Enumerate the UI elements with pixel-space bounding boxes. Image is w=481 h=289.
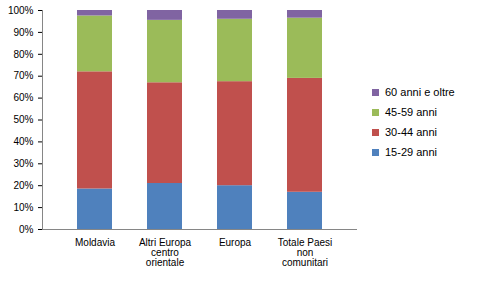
svg-text:10%: 10% (13, 202, 33, 213)
svg-text:30%: 30% (13, 158, 33, 169)
svg-text:60%: 60% (13, 92, 33, 103)
html-text:45-59 anni: 45-59 anni (385, 106, 437, 118)
svg-text:Moldavia: Moldavia (75, 237, 115, 248)
svg-text:Europa: Europa (219, 237, 252, 248)
svg-text:Totale Paesinoncomunitari: Totale Paesinoncomunitari (278, 237, 332, 268)
html-text:15-29 anni: 15-29 anni (385, 146, 437, 158)
svg-text:50%: 50% (13, 114, 33, 125)
svg-text:80%: 80% (13, 49, 33, 60)
html-text:60 anni e oltre: 60 anni e oltre (385, 86, 455, 98)
svg-text:Altri Europacentroorientale: Altri Europacentroorientale (139, 237, 192, 268)
svg-text:90%: 90% (13, 27, 33, 38)
html-text:30-44 anni: 30-44 anni (385, 126, 437, 138)
svg-text:20%: 20% (13, 180, 33, 191)
svg-text:0%: 0% (19, 224, 34, 235)
svg-text:70%: 70% (13, 70, 33, 81)
svg-text:100%: 100% (8, 5, 34, 16)
svg-text:40%: 40% (13, 136, 33, 147)
